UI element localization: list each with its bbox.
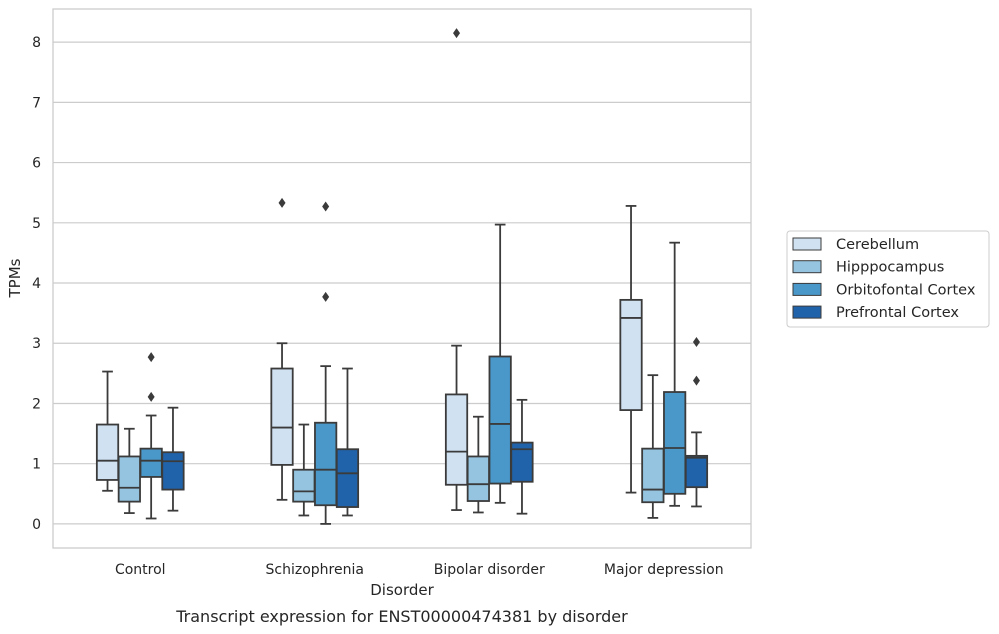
y-tick-label: 4 bbox=[32, 276, 41, 292]
box-iqr bbox=[444, 393, 469, 486]
y-tick-label: 1 bbox=[32, 457, 41, 473]
outlier-point bbox=[692, 375, 700, 386]
box-0-3 bbox=[619, 205, 643, 494]
box-iqr bbox=[314, 421, 338, 507]
outlier-point bbox=[692, 337, 700, 348]
box-1-1 bbox=[292, 423, 316, 517]
box-iqr bbox=[641, 447, 665, 504]
y-tick-label: 6 bbox=[32, 156, 41, 172]
box-iqr bbox=[684, 454, 709, 489]
box-iqr bbox=[663, 391, 687, 495]
box-2-3 bbox=[663, 241, 687, 507]
outlier-point bbox=[147, 352, 155, 363]
y-tick-label: 7 bbox=[32, 95, 41, 111]
legend-label: Orbitofontal Cortex bbox=[836, 282, 976, 298]
box-iqr bbox=[488, 355, 512, 485]
box-3-3 bbox=[684, 337, 709, 508]
x-tick-label: Bipolar disorder bbox=[434, 562, 545, 578]
outlier-point bbox=[147, 391, 155, 402]
y-tick-label: 2 bbox=[32, 396, 41, 412]
box-1-2 bbox=[466, 415, 490, 514]
x-tick-label: Schizophrenia bbox=[266, 562, 364, 578]
box-iqr bbox=[161, 451, 185, 491]
box-1-0 bbox=[117, 427, 141, 514]
outlier-point bbox=[278, 197, 286, 208]
box-0-0 bbox=[95, 370, 120, 492]
x-tick-label: Control bbox=[115, 562, 166, 578]
outlier-point bbox=[322, 291, 330, 302]
chart-caption: Transcript expression for ENST0000047438… bbox=[175, 607, 628, 626]
outlier-point bbox=[322, 201, 330, 212]
legend-swatch bbox=[792, 282, 822, 296]
box-iqr bbox=[619, 298, 643, 411]
legend-swatch bbox=[792, 305, 822, 319]
outlier-point bbox=[453, 28, 461, 39]
x-axis-label: Disorder bbox=[370, 581, 434, 599]
x-tick-label: Major depression bbox=[604, 562, 724, 578]
box-iqr bbox=[95, 423, 120, 481]
plot-frame bbox=[52, 8, 752, 549]
legend-items: Cerebellum Hipppocampus Orbitofontal Corte… bbox=[792, 237, 976, 321]
legend-label: Prefrontal Cortex bbox=[836, 305, 959, 321]
legend: Cerebellum Hipppocampus Orbitofontal Corte… bbox=[786, 230, 990, 328]
box-2-0 bbox=[139, 352, 163, 520]
box-0-1 bbox=[270, 197, 294, 501]
legend-frame bbox=[786, 230, 990, 328]
box-3-0 bbox=[161, 406, 185, 512]
box-iqr bbox=[335, 448, 360, 508]
box-3-2 bbox=[510, 398, 534, 515]
legend-swatch bbox=[792, 260, 822, 274]
box-2-1 bbox=[314, 201, 338, 525]
box-2-2 bbox=[488, 223, 512, 504]
y-tick-label: 3 bbox=[32, 336, 41, 352]
box-iqr bbox=[292, 468, 316, 503]
y-tick-label: 5 bbox=[32, 216, 41, 232]
box-iqr bbox=[139, 447, 163, 478]
y-tick-label: 0 bbox=[32, 517, 41, 533]
legend-label: Hipppocampus bbox=[836, 260, 944, 276]
y-tick-label: 8 bbox=[32, 35, 41, 51]
box-iqr bbox=[270, 367, 294, 466]
box-iqr bbox=[117, 455, 141, 503]
box-iqr bbox=[510, 441, 534, 483]
box-1-3 bbox=[641, 374, 665, 519]
x-tick-labels: Control Schizophrenia Bipolar disorder Majo… bbox=[115, 562, 724, 578]
legend-label: Cerebellum bbox=[836, 237, 919, 253]
box-iqr bbox=[466, 455, 490, 502]
box-0-2 bbox=[444, 28, 469, 511]
y-axis-label: TPMs bbox=[6, 258, 24, 298]
box-3-1 bbox=[335, 367, 360, 517]
legend-swatch bbox=[792, 237, 822, 251]
box-layer bbox=[95, 28, 709, 525]
y-tick-labels: 0 1 2 3 4 5 6 7 8 bbox=[32, 35, 41, 533]
